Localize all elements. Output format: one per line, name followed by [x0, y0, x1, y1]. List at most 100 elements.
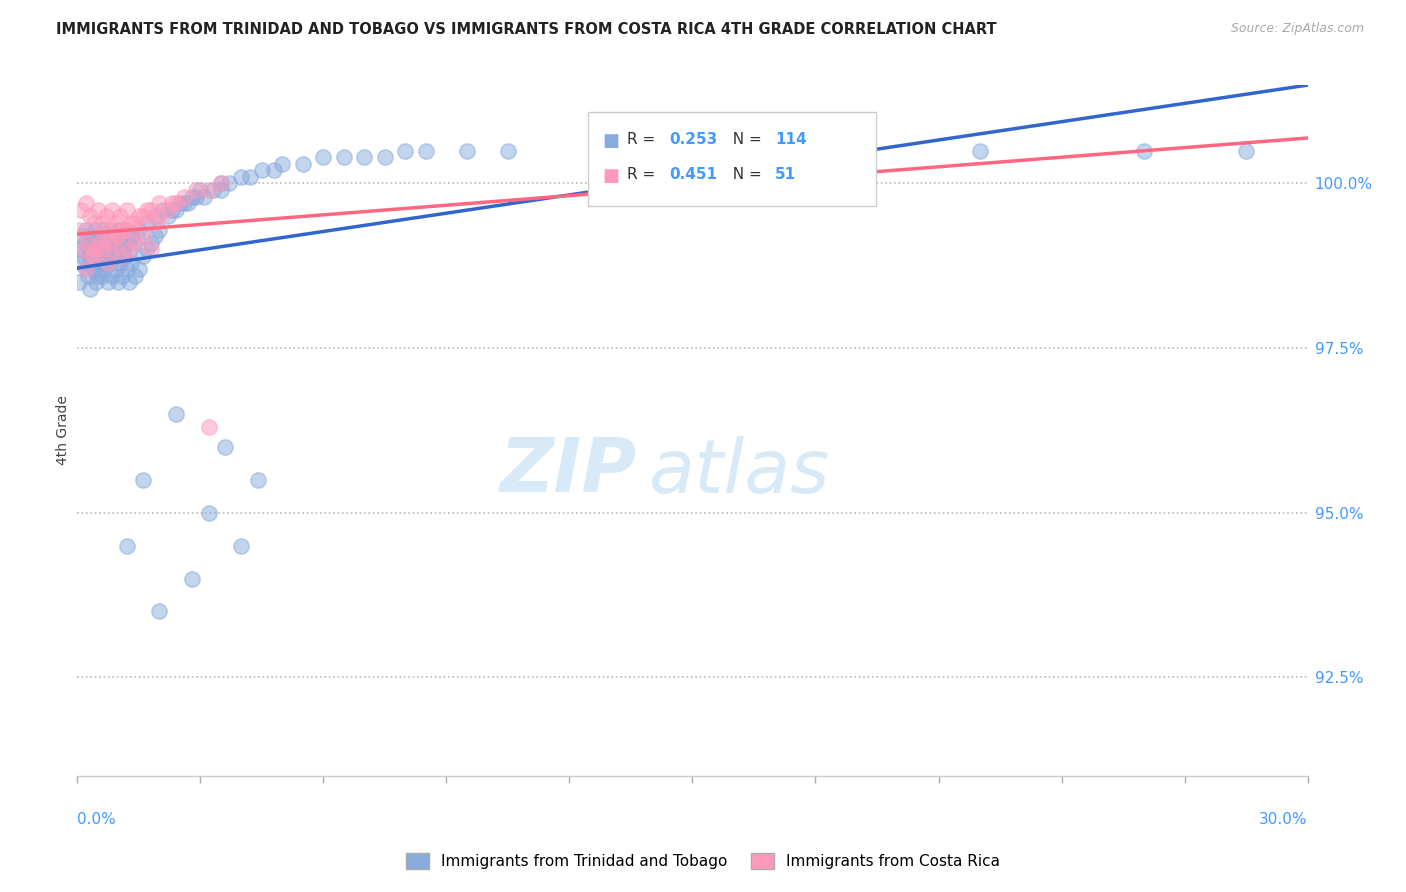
Point: [97, 275, 120, 289]
Point: [87, 249, 110, 263]
Text: 30.0%: 30.0%: [1260, 812, 1308, 827]
Point: [77, 243, 100, 257]
Point: [96, 229, 118, 244]
Text: ■: ■: [602, 132, 619, 150]
Point: [76, 235, 98, 250]
Legend: Immigrants from Trinidad and Tobago, Immigrants from Costa Rica: Immigrants from Trinidad and Tobago, Imm…: [401, 847, 1005, 875]
Point: [103, 243, 125, 257]
Text: R =: R =: [627, 132, 661, 146]
Point: [188, 183, 212, 197]
Point: [148, 604, 170, 618]
Point: [128, 222, 150, 236]
Point: [333, 150, 356, 164]
Point: [132, 249, 155, 263]
Point: [353, 150, 375, 164]
Point: [98, 235, 121, 250]
Point: [82, 235, 104, 250]
Point: [181, 189, 204, 203]
Point: [128, 210, 150, 224]
Point: [291, 157, 314, 171]
Point: [112, 229, 135, 244]
Point: [94, 243, 117, 257]
Point: [124, 235, 146, 250]
Point: [115, 262, 138, 277]
Point: [165, 202, 187, 217]
Point: [209, 183, 232, 197]
Point: [90, 216, 114, 230]
Point: [103, 249, 125, 263]
Point: [141, 243, 163, 257]
Point: [1234, 144, 1257, 158]
Point: [103, 243, 125, 257]
Point: [148, 222, 170, 236]
Point: [193, 189, 215, 203]
Point: [83, 222, 105, 236]
Text: ■: ■: [602, 168, 619, 186]
Text: atlas: atlas: [650, 436, 831, 508]
Point: [143, 210, 166, 224]
Point: [98, 255, 121, 269]
Point: [263, 163, 285, 178]
Point: [124, 216, 146, 230]
Text: 0.0%: 0.0%: [77, 812, 117, 827]
Point: [107, 235, 129, 250]
Text: N =: N =: [723, 132, 766, 146]
Point: [132, 210, 155, 224]
Point: [70, 202, 93, 217]
Text: 0.253: 0.253: [669, 132, 717, 146]
Point: [79, 249, 101, 263]
Point: [969, 144, 991, 158]
Point: [136, 243, 159, 257]
Point: [86, 243, 108, 257]
Point: [115, 222, 138, 236]
Point: [197, 183, 219, 197]
Point: [79, 229, 101, 244]
Point: [84, 275, 107, 289]
Point: [120, 229, 142, 244]
Point: [104, 229, 127, 244]
Point: [110, 210, 132, 224]
Point: [107, 229, 129, 244]
Point: [90, 235, 112, 250]
Point: [72, 249, 94, 263]
Point: [160, 202, 183, 217]
Point: [107, 275, 129, 289]
Point: [70, 229, 93, 244]
Point: [108, 222, 131, 236]
Point: [114, 249, 136, 263]
Point: [83, 216, 105, 230]
Point: [67, 275, 90, 289]
Point: [101, 268, 124, 283]
Point: [73, 235, 96, 250]
Point: [156, 210, 179, 224]
Point: [128, 262, 150, 277]
Point: [120, 255, 142, 269]
Point: [114, 235, 136, 250]
Point: [110, 255, 132, 269]
Point: [209, 177, 232, 191]
Point: [97, 255, 120, 269]
Point: [83, 249, 105, 263]
Text: 0.451: 0.451: [669, 168, 717, 182]
Point: [239, 169, 262, 184]
Text: R =: R =: [627, 168, 661, 182]
Point: [136, 202, 159, 217]
Point: [374, 150, 396, 164]
Point: [94, 255, 117, 269]
Point: [117, 222, 139, 236]
Point: [111, 268, 134, 283]
Point: [125, 229, 148, 244]
Point: [69, 243, 91, 257]
Point: [98, 222, 121, 236]
Point: [141, 235, 163, 250]
Point: [100, 222, 122, 236]
Point: [75, 222, 97, 236]
Point: [115, 202, 138, 217]
Point: [90, 243, 114, 257]
Text: 114: 114: [775, 132, 807, 146]
Text: Source: ZipAtlas.com: Source: ZipAtlas.com: [1230, 22, 1364, 36]
Point: [186, 189, 208, 203]
Point: [271, 157, 294, 171]
Point: [415, 144, 437, 158]
Point: [111, 235, 134, 250]
